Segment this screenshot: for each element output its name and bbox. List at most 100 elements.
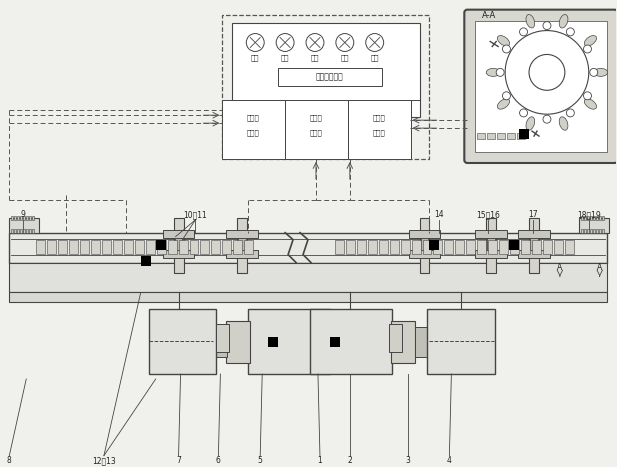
Bar bbox=[146, 240, 155, 254]
Bar bbox=[222, 240, 231, 254]
Bar bbox=[330, 337, 340, 347]
Bar bbox=[141, 255, 151, 266]
Bar bbox=[602, 216, 603, 220]
Text: 14: 14 bbox=[434, 210, 444, 219]
Bar bbox=[9, 233, 607, 262]
Bar bbox=[486, 218, 496, 273]
Ellipse shape bbox=[559, 14, 568, 28]
Bar bbox=[102, 240, 111, 254]
Bar bbox=[189, 240, 199, 254]
Bar bbox=[335, 240, 344, 254]
Bar bbox=[244, 240, 253, 254]
Bar bbox=[233, 22, 420, 117]
Bar bbox=[543, 240, 552, 254]
Bar bbox=[519, 129, 529, 139]
Bar bbox=[400, 240, 410, 254]
Bar bbox=[58, 240, 67, 254]
Bar bbox=[412, 240, 421, 254]
Text: 10、11: 10、11 bbox=[184, 210, 207, 219]
Circle shape bbox=[366, 34, 384, 51]
Bar bbox=[488, 240, 497, 254]
Text: 合中心: 合中心 bbox=[372, 130, 385, 136]
Bar bbox=[554, 240, 563, 254]
Bar bbox=[80, 240, 89, 254]
Text: 较紧: 较紧 bbox=[341, 54, 349, 61]
Bar bbox=[222, 14, 429, 159]
Circle shape bbox=[543, 21, 551, 29]
Circle shape bbox=[566, 109, 574, 117]
Bar bbox=[532, 240, 541, 254]
Bar bbox=[11, 216, 14, 220]
Bar bbox=[9, 262, 607, 292]
Text: 7: 7 bbox=[176, 456, 181, 465]
Bar bbox=[478, 240, 486, 254]
Bar bbox=[590, 229, 592, 233]
Bar bbox=[285, 100, 348, 159]
Circle shape bbox=[566, 28, 574, 36]
Bar bbox=[415, 327, 428, 357]
Bar bbox=[584, 216, 586, 220]
Bar bbox=[32, 229, 34, 233]
Text: 4: 4 bbox=[447, 456, 452, 465]
Bar bbox=[155, 240, 165, 249]
Bar bbox=[487, 238, 495, 249]
Bar bbox=[499, 240, 508, 254]
Bar bbox=[113, 240, 122, 254]
Bar bbox=[36, 240, 45, 254]
Bar bbox=[429, 240, 439, 249]
Text: 合中心: 合中心 bbox=[247, 130, 260, 136]
Bar bbox=[584, 229, 586, 233]
Bar bbox=[17, 216, 19, 220]
Bar bbox=[310, 309, 392, 374]
Bar bbox=[434, 240, 442, 254]
Text: 过紧: 过紧 bbox=[370, 54, 379, 61]
Bar bbox=[27, 229, 28, 233]
Bar bbox=[357, 240, 366, 254]
Bar bbox=[507, 133, 515, 139]
Bar bbox=[17, 229, 19, 233]
Bar bbox=[428, 309, 495, 374]
Bar bbox=[226, 230, 259, 238]
Bar bbox=[598, 229, 601, 233]
Bar bbox=[20, 216, 22, 220]
Bar bbox=[518, 249, 550, 258]
Bar bbox=[27, 216, 28, 220]
Bar bbox=[238, 238, 246, 249]
Bar bbox=[32, 216, 34, 220]
Bar bbox=[565, 240, 574, 254]
Bar bbox=[521, 240, 530, 254]
Bar bbox=[368, 240, 377, 254]
Circle shape bbox=[496, 68, 504, 77]
Bar bbox=[175, 238, 183, 249]
Circle shape bbox=[306, 34, 324, 51]
Text: 3: 3 bbox=[405, 456, 410, 465]
Bar bbox=[466, 240, 475, 254]
Text: 6: 6 bbox=[216, 456, 221, 465]
Bar bbox=[69, 240, 78, 254]
Text: 初级融: 初级融 bbox=[310, 115, 322, 121]
Bar bbox=[581, 229, 583, 233]
Bar bbox=[29, 229, 31, 233]
Circle shape bbox=[276, 34, 294, 51]
Ellipse shape bbox=[584, 99, 597, 109]
Circle shape bbox=[502, 45, 510, 53]
Text: A: A bbox=[557, 263, 563, 272]
Bar bbox=[268, 337, 278, 347]
Bar bbox=[421, 238, 428, 249]
Bar bbox=[593, 216, 595, 220]
Bar bbox=[213, 327, 227, 357]
Bar bbox=[510, 240, 519, 254]
Ellipse shape bbox=[497, 99, 510, 109]
Ellipse shape bbox=[497, 35, 510, 46]
Bar bbox=[579, 218, 609, 233]
Bar bbox=[124, 240, 133, 254]
Bar bbox=[497, 133, 505, 139]
Bar bbox=[163, 249, 194, 258]
Bar bbox=[475, 21, 607, 152]
Bar bbox=[596, 216, 598, 220]
Bar bbox=[11, 229, 14, 233]
Text: 合中心: 合中心 bbox=[310, 130, 322, 136]
Bar bbox=[217, 324, 230, 352]
Bar bbox=[478, 133, 485, 139]
Bar bbox=[390, 240, 399, 254]
